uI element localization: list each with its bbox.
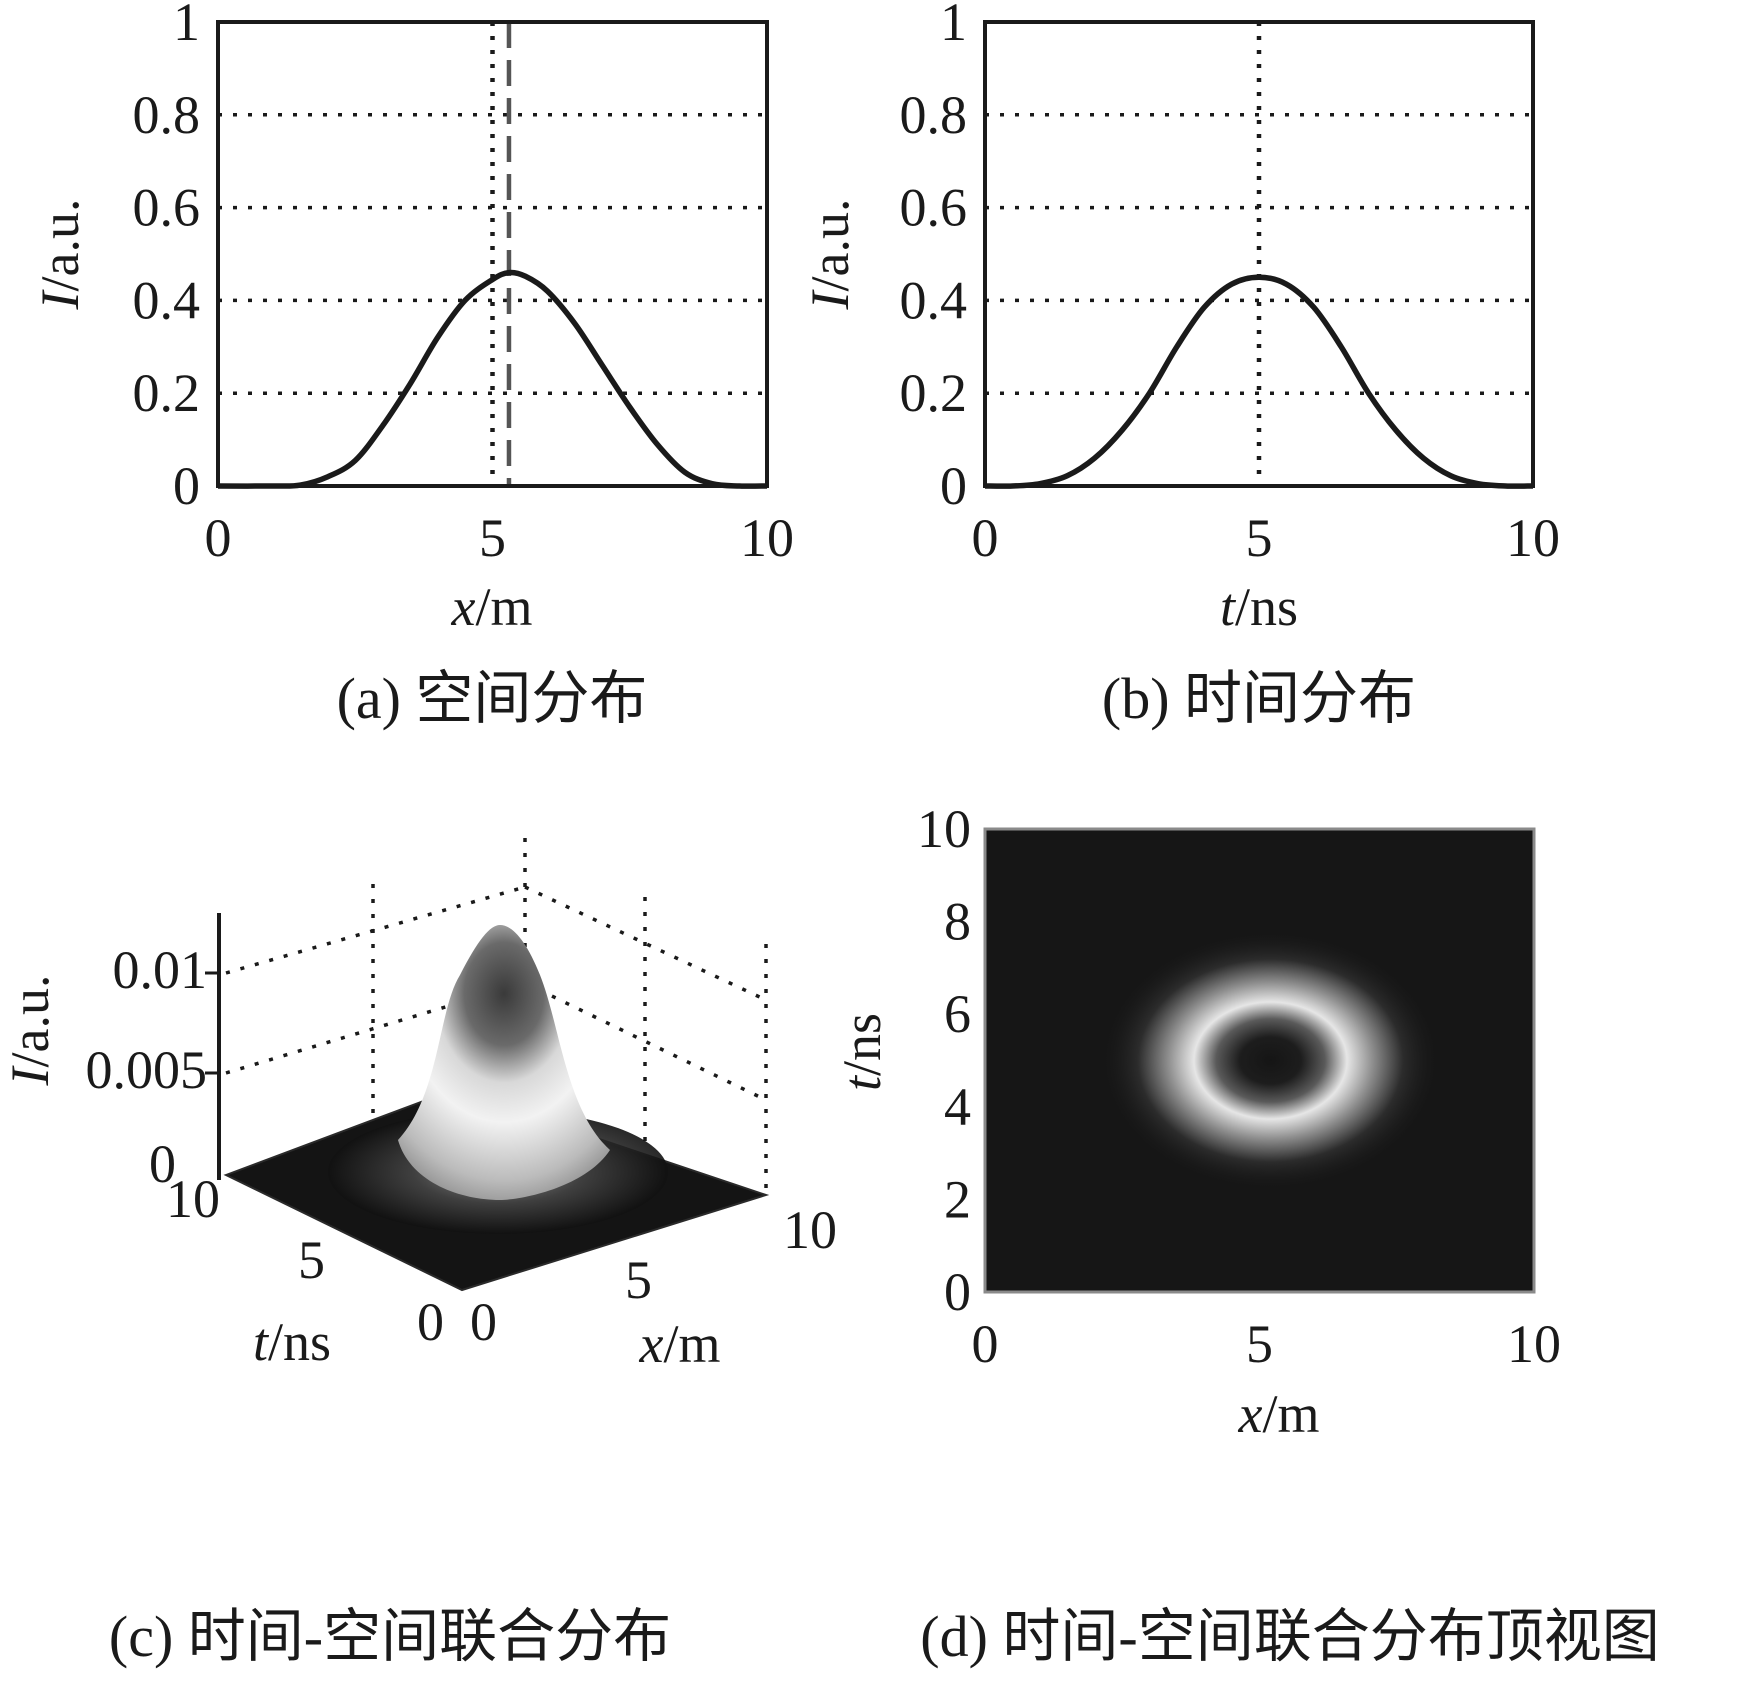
a-ytick-1: 0.2 [133, 363, 201, 423]
b-xtick-1: 5 [1246, 508, 1273, 568]
panel-c-caption: (c) 时间-空间联合分布 [109, 1604, 671, 1669]
panel-b-xticks: 0 5 10 [972, 508, 1561, 568]
panel-c-tticks: 10 5 0 [166, 1169, 444, 1352]
panel-c-tlabel: t/ns [253, 1312, 331, 1372]
a-xtick-1: 5 [479, 508, 506, 568]
d-ytick-2: 4 [944, 1077, 971, 1137]
panel-b-curve [984, 274, 1534, 489]
a-xtick-2: 10 [740, 508, 794, 568]
panel-c-xlabel-unit: /m [663, 1314, 720, 1374]
panel-c-zlabel-var: I [0, 1064, 60, 1086]
panel-a-frame [216, 20, 769, 488]
panel-a-grid [218, 113, 767, 395]
panel-b-ylabel-var: I [800, 288, 860, 310]
panel-d-xlabel-var: x [1238, 1384, 1263, 1444]
b-ytick-3: 0.6 [900, 178, 968, 238]
panel-a: 0 0.2 0.4 0.6 0.8 1 0 5 10 I/a.u. x/m (a) 空间分布 [30, 0, 794, 731]
d-xtick-2: 10 [1507, 1314, 1561, 1374]
panel-d-yticks: 0 2 4 6 8 10 [917, 799, 971, 1322]
panel-a-vlines [490, 22, 512, 486]
panel-a-xticks: 0 5 10 [205, 508, 795, 568]
panel-c-tick-x-0: 0 [470, 1292, 497, 1352]
panel-d-ring [1100, 930, 1441, 1191]
b-ytick-4: 0.8 [900, 85, 968, 145]
panel-b: 0 0.2 0.4 0.6 0.8 1 0 5 10 I/a.u. t/ns (b) 时间分布 [800, 0, 1560, 731]
a-ytick-2: 0.4 [133, 270, 201, 330]
panel-a-xlabel-var: x [451, 577, 476, 637]
panel-c-ztick-1: 0.005 [86, 1040, 208, 1100]
panel-c-tick-t-0: 0 [417, 1292, 444, 1352]
panel-c-tick-t-5: 5 [298, 1230, 325, 1290]
panel-a-yticks: 0 0.2 0.4 0.6 0.8 1 [133, 0, 201, 516]
panel-c-tick-x-5: 5 [625, 1250, 652, 1310]
b-ytick-0: 0 [940, 456, 967, 516]
panel-b-xlabel-unit: /ns [1235, 577, 1298, 637]
panel-a-ylabel-var: I [30, 288, 90, 310]
b-xtick-0: 0 [972, 508, 999, 568]
panel-b-frame [983, 20, 1535, 488]
panel-a-curve [217, 269, 768, 489]
panel-b-ylabel: I/a.u. [800, 199, 860, 311]
panel-c-tick-x-10: 10 [783, 1200, 837, 1260]
panel-b-yticks: 0 0.2 0.4 0.6 0.8 1 [900, 0, 968, 516]
a-ytick-4: 0.8 [133, 85, 201, 145]
b-ytick-1: 0.2 [900, 363, 968, 423]
panel-d-ylabel-var: t [832, 1074, 892, 1091]
panel-a-xlabel: x/m [451, 577, 533, 637]
panel-d-xticks: 0 5 10 [972, 1314, 1562, 1374]
panel-b-xlabel: t/ns [1220, 577, 1298, 637]
a-ytick-5: 1 [173, 0, 200, 52]
panel-c-tlabel-unit: /ns [268, 1312, 331, 1372]
a-ytick-3: 0.6 [133, 178, 201, 238]
d-ytick-5: 10 [917, 799, 971, 859]
panel-d-ylabel: t/ns [832, 1013, 892, 1091]
panel-a-ylabel-unit: /a.u. [30, 199, 90, 292]
b-ytick-5: 1 [940, 0, 967, 52]
panel-c-zlabel: I/a.u. [0, 975, 60, 1087]
panel-d-ylabel-unit: /ns [832, 1013, 892, 1076]
d-ytick-4: 8 [944, 892, 971, 952]
b-xtick-2: 10 [1506, 508, 1560, 568]
panel-a-caption: (a) 空间分布 [337, 666, 648, 731]
panel-d-caption: (d) 时间-空间联合分布顶视图 [920, 1604, 1659, 1669]
d-ytick-0: 0 [944, 1262, 971, 1322]
panel-c-zlabel-unit: /a.u. [0, 975, 60, 1068]
a-ytick-0: 0 [173, 456, 200, 516]
panel-b-caption: (b) 时间分布 [1102, 666, 1416, 731]
panel-c-ztick-0: 0 [149, 1134, 176, 1194]
panel-a-xlabel-unit: /m [475, 577, 532, 637]
a-xtick-0: 0 [205, 508, 232, 568]
panel-c-xticks: 0 5 10 [470, 1200, 837, 1352]
b-ytick-2: 0.4 [900, 270, 968, 330]
panel-d-xlabel: x/m [1238, 1384, 1320, 1444]
panel-d-xlabel-unit: /m [1262, 1384, 1319, 1444]
d-xtick-1: 5 [1246, 1314, 1273, 1374]
panel-b-ylabel-unit: /a.u. [800, 199, 860, 292]
panel-c-xlabel: x/m [639, 1314, 721, 1374]
panel-d: 0 2 4 6 8 10 0 5 10 t/ns x/m (d) 时间-空间联合分布顶视图 [832, 799, 1660, 1669]
d-xtick-0: 0 [972, 1314, 999, 1374]
panel-a-ylabel: I/a.u. [30, 199, 90, 311]
d-ytick-3: 6 [944, 984, 971, 1044]
panel-b-xlabel-var: t [1220, 577, 1237, 637]
panel-c-xlabel-var: x [639, 1314, 664, 1374]
d-ytick-1: 2 [944, 1169, 971, 1229]
panel-c-zticks: 0 0.005 0.01 [86, 940, 208, 1194]
panel-c-surface-peak [398, 925, 610, 1200]
panel-c-tlabel-var: t [253, 1312, 270, 1372]
panel-c-ztick-2: 0.01 [113, 940, 208, 1000]
panel-c-tick-t-10: 10 [166, 1169, 220, 1229]
panel-b-grid [985, 113, 1533, 395]
panel-c: 0 0.005 0.01 10 5 0 0 5 10 I/a.u. t/ns x… [0, 838, 837, 1669]
